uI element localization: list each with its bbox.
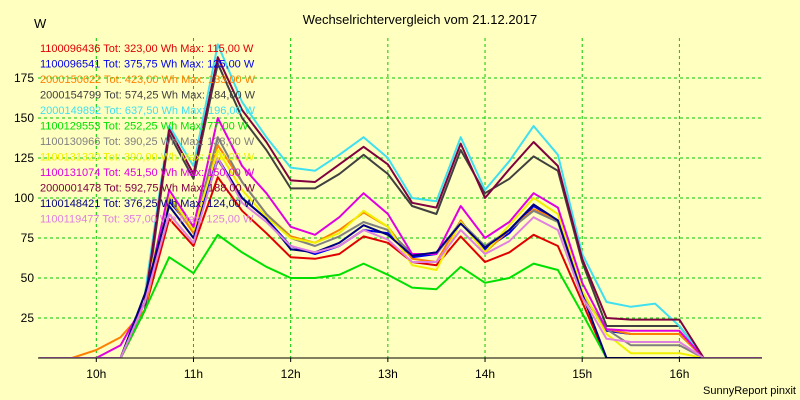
chart-title: Wechselrichtervergleich vom 21.12.2017	[303, 12, 538, 27]
legend-entry: 1100129553 Tot: 252,25 Wh Max: 77,00 W	[40, 121, 249, 133]
legend-entry: 2000150622 Tot: 423,00 Wh Max: 133,00 W	[40, 74, 256, 86]
series-line-1100129553	[39, 233, 762, 358]
legend-entry: 1100119477 Tot: 357,00 Wh Max: 125,00 W	[40, 214, 254, 226]
x-tick-label: 14h	[475, 367, 495, 381]
y-tick-label: 100	[14, 191, 34, 205]
x-tick-label: 10h	[86, 367, 106, 381]
legend: 1100096436 Tot: 323,00 Wh Max: 115,00 W 1…	[40, 43, 256, 226]
legend-entry: 1100096436 Tot: 323,00 Wh Max: 115,00 W	[40, 43, 254, 55]
series-line-1100148421	[39, 158, 762, 358]
x-tick-label: 15h	[572, 367, 592, 381]
x-tick-label: 12h	[281, 367, 301, 381]
y-tick-label: 75	[21, 231, 35, 245]
x-tick-label: 13h	[378, 367, 398, 381]
legend-entry: 2000001478 Tot: 592,75 Wh Max: 188,00 W	[40, 183, 256, 195]
y-tick-label: 25	[21, 311, 35, 325]
y-tick-label: 50	[21, 271, 35, 285]
legend-entry: 2000149892 Tot: 637,50 Wh Max: 196,00 W	[40, 105, 256, 117]
y-tick-label: 150	[14, 111, 34, 125]
legend-entry: 1100131320 Tot: 390,00 Wh Max: 130,00 W	[40, 152, 255, 164]
legend-entry: 1100096541 Tot: 375,75 Wh Max: 125,00 W	[40, 59, 255, 71]
legend-entry: 1100131074 Tot: 451,50 Wh Max: 150,00 W	[40, 167, 255, 179]
legend-entry: 2000154799 Tot: 574,25 Wh Max: 184,00 W	[40, 90, 256, 102]
footer-credit: SunnyReport pinxit	[703, 385, 796, 397]
y-tick-label: 175	[14, 71, 34, 85]
y-axis-label: W	[34, 16, 47, 31]
x-tick-label: 11h	[184, 367, 203, 381]
y-tick-label: 125	[14, 151, 34, 165]
axes: 25 50 75 100 125 150 175 10h 11h 12h 13h 14h 15h 16h	[14, 71, 762, 381]
legend-entry: 1100148421 Tot: 376,25 Wh Max: 124,00 W	[40, 198, 255, 210]
series-lines	[39, 43, 762, 358]
x-tick-label: 16h	[669, 367, 689, 381]
legend-entry: 1100130966 Tot: 390,25 Wh Max: 138,00 W	[40, 136, 255, 148]
series-line-1100119477	[39, 157, 762, 358]
